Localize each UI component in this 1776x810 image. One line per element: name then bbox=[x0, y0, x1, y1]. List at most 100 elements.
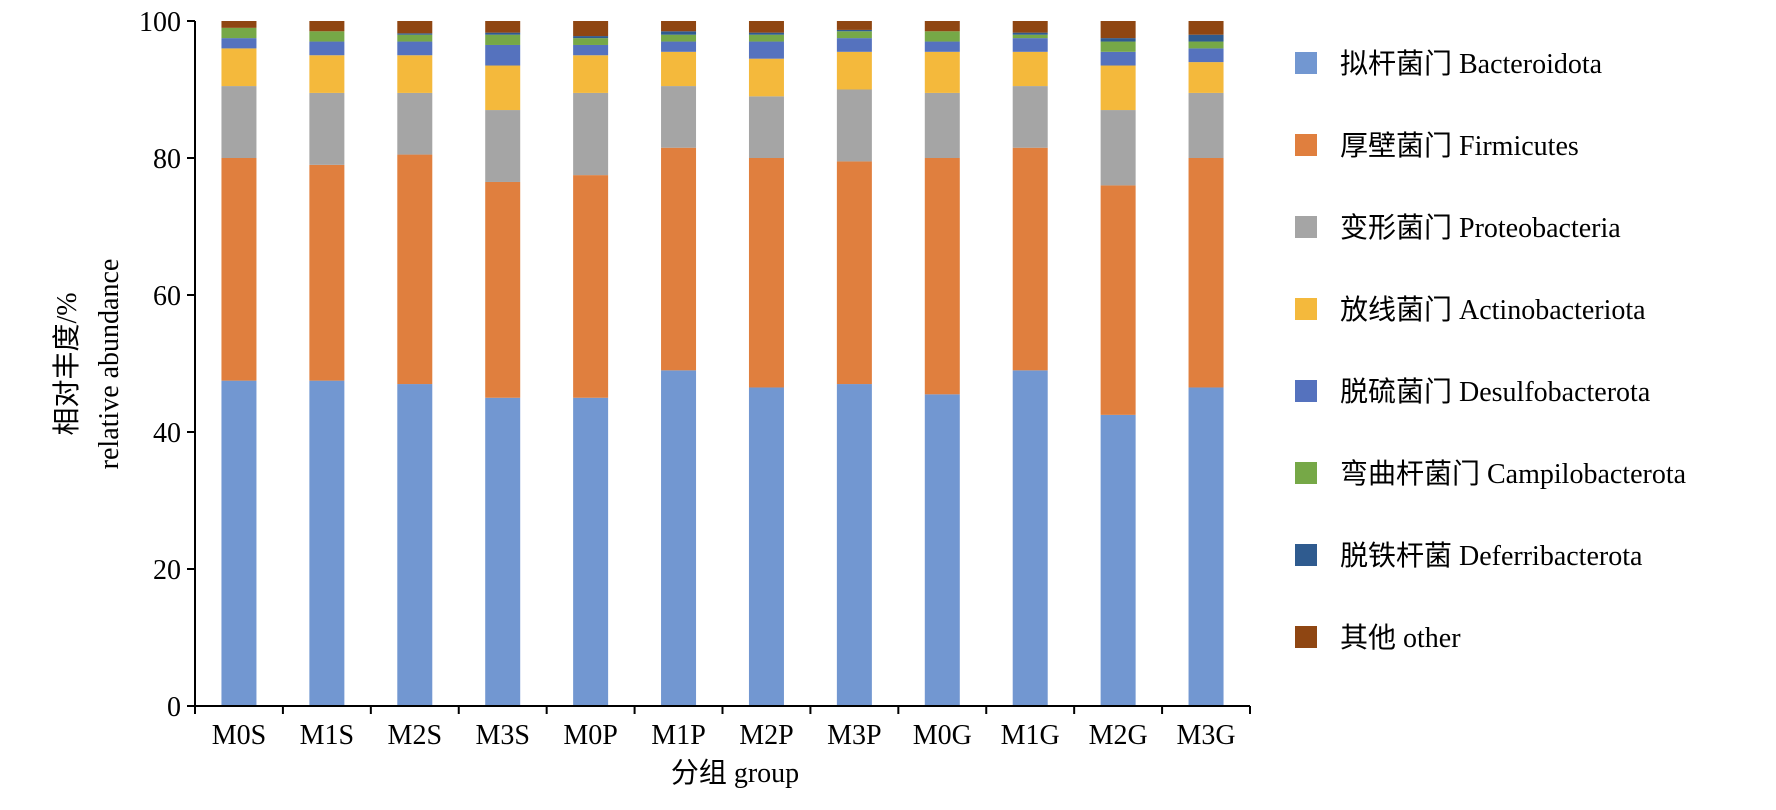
legend-swatch bbox=[1295, 134, 1317, 156]
bar-segment-M0S-s0 bbox=[221, 380, 257, 706]
bar-segment-M3P-s4 bbox=[836, 38, 872, 52]
bar-segment-M3S-s4 bbox=[485, 44, 521, 66]
bar-segment-M3S-s6 bbox=[485, 32, 521, 35]
bar-segment-M1P-s0 bbox=[661, 370, 697, 706]
legend: 拟杆菌门 Bacteroidota 厚壁菌门 Firmicutes 变形菌门 Pro… bbox=[1295, 48, 1687, 654]
bar-segment-M2S-s5 bbox=[397, 34, 433, 42]
x-axis-title: 分组 group bbox=[671, 757, 799, 789]
bar-segment-M1S-s0 bbox=[309, 380, 345, 706]
bar-segment-M0G-s0 bbox=[924, 394, 960, 706]
bar-segment-M3P-s3 bbox=[836, 51, 872, 90]
y-tick-label: 80 bbox=[153, 144, 181, 175]
legend-label: 放线菌门 Actinobacteriota bbox=[1340, 294, 1646, 326]
y-tick-label: 0 bbox=[167, 692, 181, 723]
bar-segment-M0S-s7 bbox=[221, 21, 257, 28]
legend-label: 其他 other bbox=[1340, 622, 1461, 654]
x-tick-label: M1P bbox=[651, 720, 705, 751]
bar-segment-M3G-s7 bbox=[1188, 21, 1224, 35]
bar-segment-M1P-s7 bbox=[661, 21, 697, 32]
bar-segment-M3P-s1 bbox=[836, 161, 872, 385]
bar-segment-M3G-s5 bbox=[1188, 41, 1224, 49]
x-tick-label: M2P bbox=[739, 720, 793, 751]
legend-swatch bbox=[1295, 462, 1317, 484]
x-tick-label: M1S bbox=[300, 720, 354, 751]
bar-segment-M2S-s3 bbox=[397, 55, 433, 93]
bar-segment-M2G-s2 bbox=[1100, 110, 1136, 186]
y-ticks: 0 20 40 60 80 100 bbox=[139, 7, 195, 723]
bar-segment-M1S-s7 bbox=[309, 21, 345, 32]
bar-segment-M1S-s2 bbox=[309, 92, 345, 165]
bar-segment-M3P-s2 bbox=[836, 89, 872, 162]
axes-layer bbox=[194, 21, 1250, 707]
bar-segment-M0P-s4 bbox=[573, 44, 609, 56]
bar-segment-M2G-s1 bbox=[1100, 185, 1136, 415]
bar-segment-M3S-s1 bbox=[485, 181, 521, 398]
bar-segment-M3S-s5 bbox=[485, 34, 521, 45]
bar-segment-M2S-s0 bbox=[397, 384, 433, 706]
bar-segment-M2S-s7 bbox=[397, 21, 433, 34]
bar-segment-M2P-s0 bbox=[748, 387, 784, 706]
legend-swatch bbox=[1295, 544, 1317, 566]
bar-segment-M1P-s3 bbox=[661, 51, 697, 87]
x-tick-label: M0S bbox=[212, 720, 266, 751]
legend-label: 拟杆菌门 Bacteroidota bbox=[1340, 48, 1603, 80]
legend-swatch bbox=[1295, 380, 1317, 402]
bar-segment-M0S-s1 bbox=[221, 158, 257, 381]
bar-segment-M3S-s3 bbox=[485, 65, 521, 111]
bar-segment-M3G-s0 bbox=[1188, 387, 1224, 706]
bar-segment-M1P-s5 bbox=[661, 34, 697, 42]
bar-segment-M3G-s4 bbox=[1188, 48, 1224, 63]
legend-label: 变形菌门 Proteobacteria bbox=[1340, 212, 1621, 244]
x-tick-label: M2S bbox=[388, 720, 442, 751]
bar-segment-M0S-s5 bbox=[221, 27, 257, 39]
bar-segment-M2P-s4 bbox=[748, 41, 784, 59]
y-tick-label: 20 bbox=[153, 555, 181, 586]
bar-segment-M1G-s4 bbox=[1012, 38, 1048, 52]
bar-segment-M1P-s6 bbox=[661, 31, 697, 35]
bar-segment-M2G-s3 bbox=[1100, 65, 1136, 111]
bar-segment-M2G-s4 bbox=[1100, 51, 1136, 66]
bar-segment-M3P-s6 bbox=[836, 29, 872, 32]
x-tick-label: M3P bbox=[827, 720, 881, 751]
bar-segment-M2S-s4 bbox=[397, 41, 433, 56]
bar-segment-M3G-s2 bbox=[1188, 92, 1224, 158]
legend-label: 脱铁杆菌 Deferribacterota bbox=[1340, 540, 1643, 572]
y-tick-label: 100 bbox=[139, 7, 181, 38]
bar-segment-M3G-s1 bbox=[1188, 158, 1224, 388]
bar-segment-M2S-s1 bbox=[397, 154, 433, 385]
legend-swatch bbox=[1295, 216, 1317, 238]
bar-segment-M0G-s4 bbox=[924, 41, 960, 52]
bar-segment-M0G-s7 bbox=[924, 21, 960, 32]
bar-segment-M0P-s1 bbox=[573, 175, 609, 398]
x-tick-label: M0G bbox=[913, 720, 972, 751]
bars-layer bbox=[221, 21, 1224, 706]
bar-segment-M0G-s5 bbox=[924, 31, 960, 42]
bar-segment-M2P-s6 bbox=[748, 32, 784, 35]
x-tick-label: M2G bbox=[1089, 720, 1148, 751]
bar-segment-M0P-s6 bbox=[573, 36, 609, 39]
bar-segment-M0P-s2 bbox=[573, 92, 609, 176]
bar-segment-M1G-s1 bbox=[1012, 147, 1048, 371]
bar-segment-M1P-s1 bbox=[661, 147, 697, 371]
bar-segment-M0G-s2 bbox=[924, 92, 960, 158]
bar-segment-M1S-s1 bbox=[309, 164, 345, 381]
bar-segment-M0G-s3 bbox=[924, 51, 960, 93]
x-tick-label: M3S bbox=[475, 720, 529, 751]
legend-swatch bbox=[1295, 52, 1317, 74]
bar-segment-M0G-s1 bbox=[924, 158, 960, 395]
bar-segment-M2G-s7 bbox=[1100, 21, 1136, 39]
bar-segment-M1S-s4 bbox=[309, 41, 345, 56]
bar-segment-M1G-s7 bbox=[1012, 21, 1048, 33]
bar-segment-M1G-s5 bbox=[1012, 34, 1048, 39]
bar-segment-M2S-s2 bbox=[397, 92, 433, 155]
bar-segment-M2G-s5 bbox=[1100, 41, 1136, 52]
bar-segment-M1S-s5 bbox=[309, 31, 345, 42]
legend-swatch bbox=[1295, 626, 1317, 648]
x-tick-label: M3G bbox=[1176, 720, 1235, 751]
bar-segment-M1G-s6 bbox=[1012, 32, 1048, 35]
bar-segment-M2P-s5 bbox=[748, 34, 784, 42]
bar-segment-M3S-s0 bbox=[485, 397, 521, 706]
bar-segment-M1G-s3 bbox=[1012, 51, 1048, 87]
bar-segment-M1P-s2 bbox=[661, 86, 697, 148]
bar-segment-M3S-s7 bbox=[485, 21, 521, 33]
